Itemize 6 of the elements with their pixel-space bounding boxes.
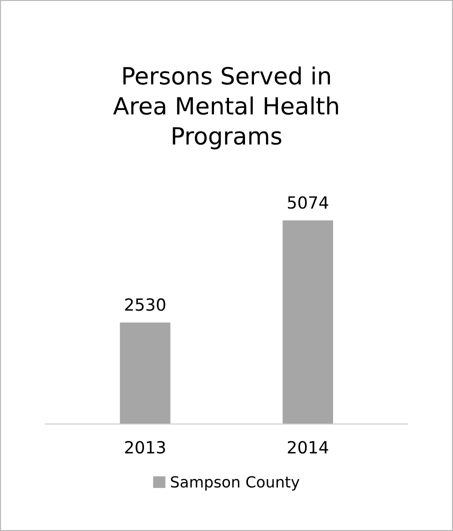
x-tick-label: 2014 bbox=[288, 440, 328, 454]
data-label: 5074 bbox=[288, 196, 328, 209]
x-tick-label: 2013 bbox=[125, 440, 166, 454]
legend-label: Sampson County bbox=[170, 476, 300, 491]
data-label: 2530 bbox=[125, 298, 166, 311]
chart-title: Persons Served in Area Mental Health Programs bbox=[113, 66, 338, 150]
